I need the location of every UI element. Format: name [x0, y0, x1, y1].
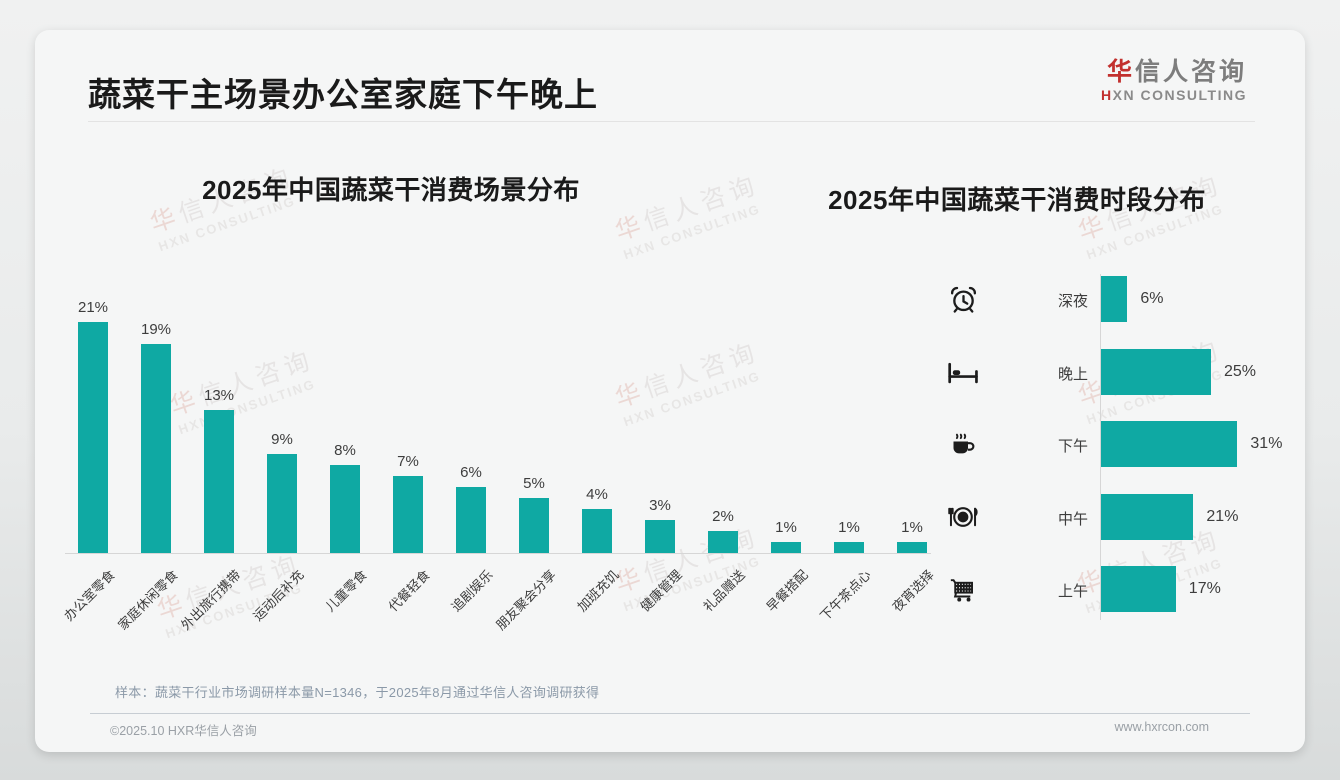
scene-bar-value: 13%: [203, 387, 235, 404]
copyright-text: ©2025.10 HXR华信人咨询: [110, 724, 257, 738]
time-y-axis: [1100, 274, 1101, 620]
scene-bar-value: 9%: [271, 431, 293, 448]
time-bar-value: 31%: [1250, 435, 1283, 452]
time-category-label: 深夜: [1057, 293, 1088, 310]
time-bar: [1101, 493, 1194, 540]
scene-bar-value: 5%: [523, 475, 545, 492]
bed-icon: [940, 354, 986, 390]
scene-bar: [519, 498, 549, 553]
brand-logo-cn-rest: 信人咨询: [1134, 58, 1247, 86]
time-category-label: 下午: [1057, 438, 1088, 455]
brand-logo-en-accent: H: [1101, 86, 1113, 103]
scene-bar: [204, 410, 234, 553]
time-bar-value: 17%: [1188, 580, 1221, 597]
time-chart-title: 2025年中国蔬菜干消费时段分布: [828, 185, 1206, 215]
scene-bar-value: 2%: [712, 508, 734, 525]
scene-bar: [267, 454, 297, 553]
scene-bar: [708, 531, 738, 553]
scene-bar-value: 8%: [334, 442, 356, 459]
slide-card: 华信人咨询 HXN CONSULTING 华信人咨询 HXN CONSULTING 华信…: [35, 30, 1305, 752]
brand-logo-en: HXN CONSULTING: [1101, 87, 1247, 103]
brand-logo-cn: 华信人咨询: [1101, 58, 1247, 87]
time-bar: [1101, 421, 1238, 467]
scene-bar-value: 6%: [460, 464, 482, 481]
coffee-cup-icon: [940, 426, 986, 462]
footer: ©2025.10 HXR华信人咨询 www.hxrcon.com: [35, 720, 1305, 739]
scene-bar: [834, 542, 864, 553]
scene-bar: [141, 344, 171, 553]
scene-x-axis: [65, 553, 931, 554]
brand-logo: 华信人咨询 HXN CONSULTING: [1101, 58, 1247, 103]
scene-bar: [330, 465, 360, 553]
shopping-cart-icon: [940, 571, 986, 607]
time-bar-value: 25%: [1224, 362, 1257, 380]
time-bar: [1101, 348, 1211, 395]
scene-bar-value: 1%: [775, 519, 797, 536]
alarm-clock-icon: [940, 281, 986, 317]
time-bar-value: 21%: [1206, 507, 1239, 525]
scene-distribution-chart: 21% 办公室零食 19% 家庭休闲零食 13% 外出旅行携带 9% 运动后补充 8% 儿童零食 7…: [35, 30, 1305, 752]
sample-note: 样本：蔬菜干行业市场调研样本量N=1346，于2025年8月通过华信人咨询调研获…: [115, 685, 600, 700]
scene-chart-title: 2025年中国蔬菜干消费场景分布: [202, 175, 580, 205]
scene-bar-value: 7%: [397, 453, 419, 470]
scene-bar-value: 1%: [901, 519, 923, 536]
scene-bar: [456, 487, 486, 553]
time-bar: [1101, 276, 1128, 322]
time-distribution-chart: 深夜 6% 晚上 25% 下午 31% 中午 21% 上午 17%: [35, 30, 1305, 752]
footer-divider: [90, 713, 1250, 714]
scene-bar-value: 3%: [649, 497, 671, 514]
brand-logo-en-rest: XN CONSULTING: [1112, 86, 1247, 103]
scene-bar-value: 4%: [586, 486, 608, 503]
website-text: www.hxrcon.com: [1114, 720, 1209, 734]
scene-bar-value: 19%: [140, 321, 172, 338]
time-bar-value: 6%: [1140, 290, 1164, 307]
scene-bar: [582, 509, 612, 553]
scene-bar: [897, 542, 927, 553]
time-bar: [1101, 566, 1176, 612]
scene-bar-value: 1%: [838, 519, 860, 536]
time-category-label: 晚上: [1057, 365, 1088, 383]
time-category-label: 上午: [1057, 583, 1088, 600]
page-title: 蔬菜干主场景办公室家庭下午晚上: [88, 76, 598, 113]
scene-bar: [771, 542, 801, 553]
brand-logo-cn-accent: 华: [1106, 58, 1135, 86]
scene-bar: [78, 322, 108, 553]
scene-bar-value: 21%: [77, 299, 109, 316]
header-divider: [88, 121, 1255, 122]
time-category-label: 中午: [1057, 510, 1088, 528]
dining-plate-icon: [940, 499, 986, 535]
scene-bar: [645, 520, 675, 553]
scene-bar: [393, 476, 423, 553]
